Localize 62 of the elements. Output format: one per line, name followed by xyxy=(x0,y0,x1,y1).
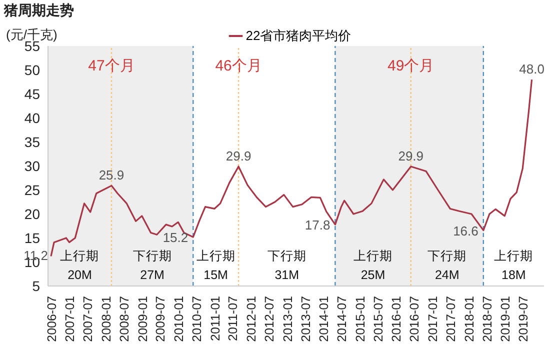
y-tick-label: 40 xyxy=(24,110,40,126)
x-tick-label: 2012-01 xyxy=(244,296,259,342)
x-tick-label: 2010-01 xyxy=(172,296,186,342)
x-tick-label: 2008-07 xyxy=(117,296,132,342)
ref-line-label: 46个月 xyxy=(215,58,262,75)
y-tick-label: 50 xyxy=(24,62,40,78)
annotation: 上行期 xyxy=(196,249,236,263)
annotation: 上行期 xyxy=(354,249,393,263)
chart-title: 猪周期走势 xyxy=(4,2,74,20)
y-tick-label: 35 xyxy=(24,134,40,150)
x-tick-label: 2015-07 xyxy=(371,296,386,342)
x-tick-label: 2007-01 xyxy=(63,296,78,342)
annotation: 上行期 xyxy=(494,249,534,263)
x-tick-label: 2009-01 xyxy=(136,296,150,342)
annotation: 20M xyxy=(68,268,92,282)
x-tick-label: 2012-07 xyxy=(262,296,277,342)
x-tick-label: 2019-07 xyxy=(516,296,531,342)
ref-line-label: 49个月 xyxy=(388,58,434,75)
annotation: 18M xyxy=(502,268,526,282)
x-tick-label: 2014-01 xyxy=(317,296,332,342)
data-label: 25.9 xyxy=(98,168,124,183)
x-tick-label: 2011-01 xyxy=(208,296,222,341)
annotation: 25M xyxy=(360,268,386,282)
x-tick-label: 2008-01 xyxy=(99,296,114,342)
x-tick-label: 2015-01 xyxy=(353,296,368,342)
x-tick-label: 2010-07 xyxy=(190,296,204,342)
y-tick-label: 30 xyxy=(24,158,40,174)
annotation: 下行期 xyxy=(132,249,172,263)
x-tick-label: 2019-01 xyxy=(498,296,513,342)
x-tick-label: 2017-07 xyxy=(444,296,458,342)
x-tick-label: 2014-07 xyxy=(335,296,350,342)
data-label: 17.8 xyxy=(304,218,330,233)
annotation: 上行期 xyxy=(60,249,100,263)
annotation: 下行期 xyxy=(267,249,306,263)
x-tick-label: 2018-07 xyxy=(480,296,494,342)
y-tick-label: 20 xyxy=(24,206,40,222)
annotation: 24M xyxy=(434,268,460,282)
y-tick-label: 15 xyxy=(24,230,40,246)
x-tick-label: 2017-01 xyxy=(426,296,440,342)
legend-label: 22省市猪肉平均价 xyxy=(246,27,352,45)
x-tick-label: 2006-07 xyxy=(44,296,59,342)
data-label: 29.9 xyxy=(398,148,424,164)
y-tick-label: 25 xyxy=(24,182,40,198)
x-tick-label: 2016-07 xyxy=(408,296,422,342)
data-label: 16.6 xyxy=(453,223,478,238)
x-tick-label: 2009-07 xyxy=(154,296,168,342)
ref-line-label: 47个月 xyxy=(88,58,135,75)
x-tick-label: 2018-01 xyxy=(462,296,476,342)
x-tick-label: 2016-01 xyxy=(390,296,404,342)
x-tick-label: 2007-07 xyxy=(81,296,96,342)
x-tick-label: 2011-07 xyxy=(226,296,240,341)
annotation: 15M xyxy=(204,268,228,282)
x-tick-label: 2013-07 xyxy=(298,296,313,342)
annotation: 31M xyxy=(274,268,300,282)
y-tick-label: 45 xyxy=(24,86,40,102)
data-label: 48.0 xyxy=(519,62,544,77)
x-tick-label: 2013-01 xyxy=(280,296,295,342)
y-tick-label: 5 xyxy=(32,278,40,294)
annotation: 27M xyxy=(140,268,164,282)
annotation: 下行期 xyxy=(428,249,467,263)
data-label: 29.9 xyxy=(226,148,252,164)
data-label: 15.2 xyxy=(162,230,188,246)
